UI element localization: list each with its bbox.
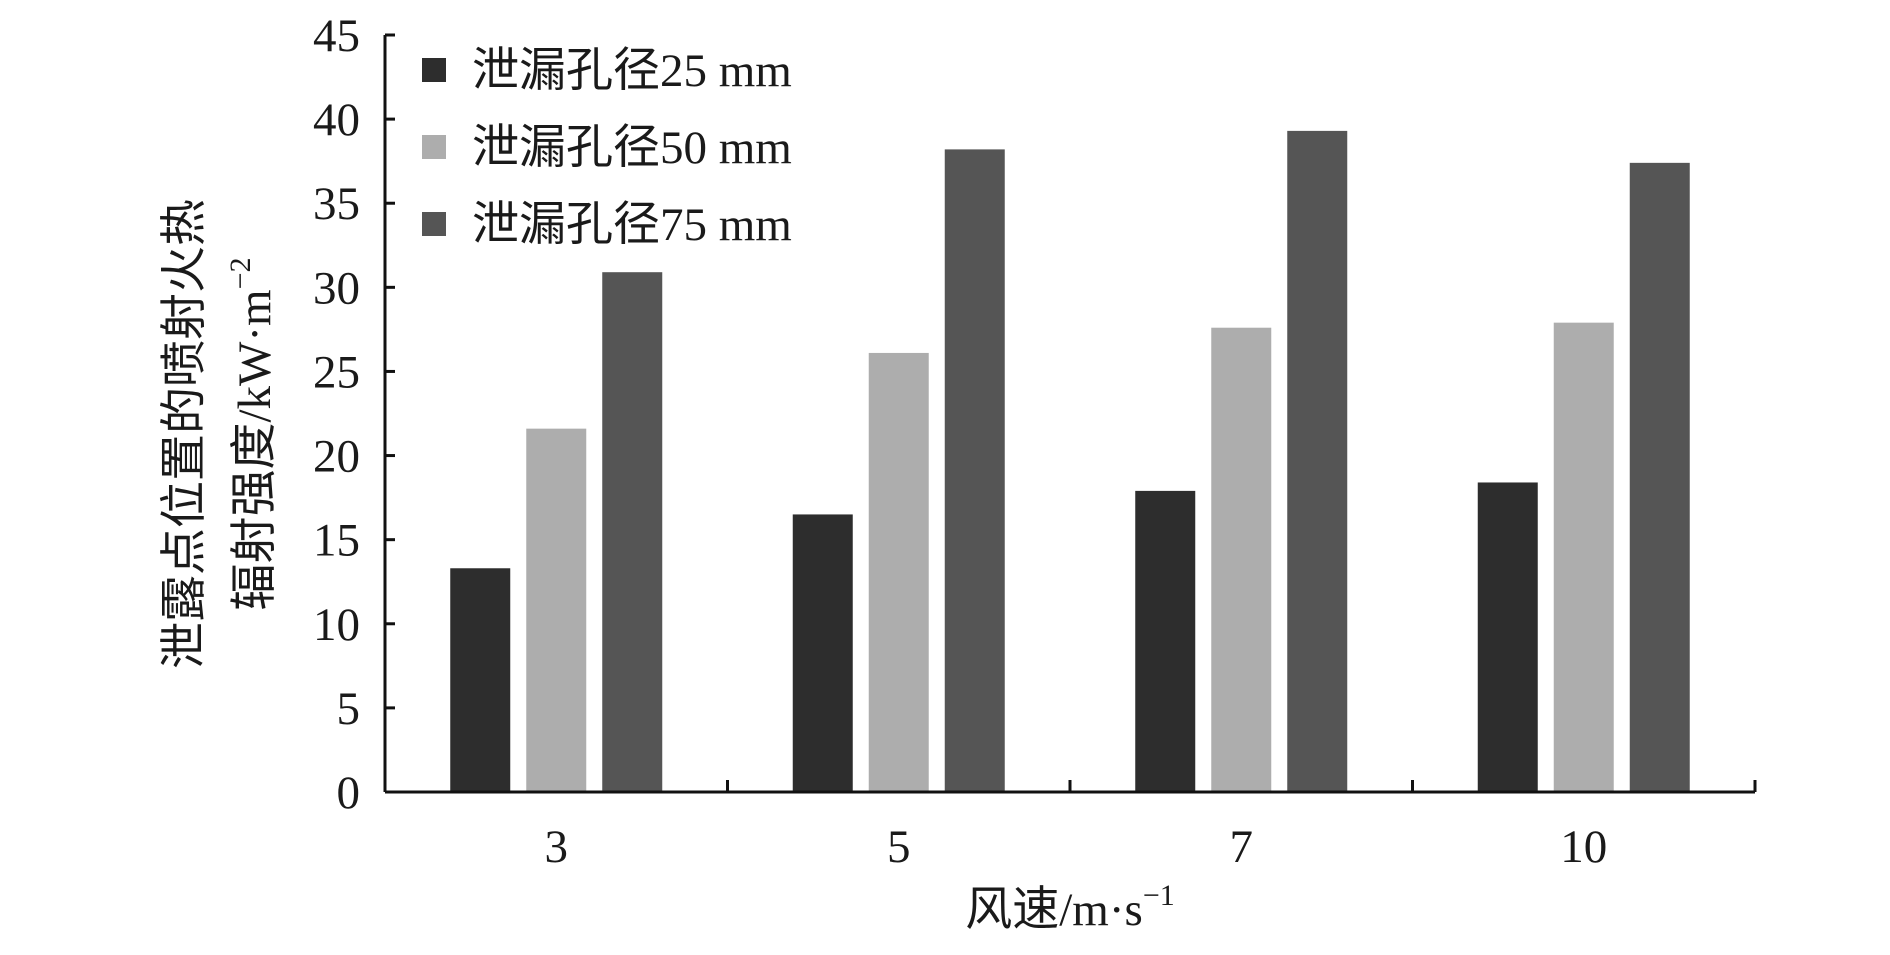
y-tick-label: 10 (313, 599, 360, 651)
bars-layer (450, 130, 1690, 793)
legend-label: 泄漏孔径50 mm (472, 122, 792, 174)
y-tick-label: 45 (313, 10, 360, 62)
bar (1477, 482, 1538, 792)
bar (1135, 490, 1196, 792)
bar (1211, 327, 1272, 792)
y-tick-label: 20 (313, 431, 360, 483)
y-axis-title-line2-text: 辐射强度/kW·m (229, 289, 281, 610)
x-tick-label: 7 (1230, 821, 1254, 873)
bar (1553, 322, 1614, 792)
y-tick-label: 35 (313, 178, 360, 230)
bar (792, 514, 853, 792)
bar (450, 568, 511, 792)
bar (526, 428, 587, 792)
y-axis-ticks: 0 5 10 15 20 25 30 35 40 45 (313, 10, 395, 819)
bar (1629, 162, 1690, 793)
legend-label: 泄漏孔径25 mm (472, 45, 792, 97)
y-axis-title: 泄露点位置的喷射火热 (159, 199, 211, 669)
y-tick-label: 25 (313, 346, 360, 398)
x-axis-title-text: 风速/m·s (965, 884, 1143, 936)
x-tick-label: 5 (887, 821, 911, 873)
y-tick-label: 5 (337, 683, 361, 735)
y-axis-title-superscript: −2 (224, 257, 257, 289)
bar (602, 272, 663, 792)
y-tick-label: 30 (313, 262, 360, 314)
bar (1287, 130, 1348, 793)
bar (868, 352, 929, 792)
y-axis-title-line1: 泄露点位置的喷射火热 (159, 199, 211, 669)
legend-swatch (422, 135, 446, 159)
legend: 泄漏孔径25 mm 泄漏孔径50 mm 泄漏孔径75 mm (422, 45, 792, 251)
legend-label: 泄漏孔径75 mm (472, 199, 792, 251)
y-axis-title-second-line: 辐射强度/kW·m−2 (224, 257, 281, 610)
y-axis-title-line2: 辐射强度/kW·m−2 (224, 257, 281, 610)
y-tick-label: 0 (337, 767, 361, 819)
x-axis-title-superscript: −1 (1143, 879, 1175, 912)
x-axis-ticks: 3 5 7 10 (545, 780, 1757, 873)
x-tick-label: 10 (1560, 821, 1607, 873)
x-tick-label: 3 (545, 821, 569, 873)
bar (944, 149, 1005, 792)
y-tick-label: 15 (313, 515, 360, 567)
legend-swatch (422, 212, 446, 236)
x-axis-title: 风速/m·s−1 (965, 879, 1174, 936)
legend-swatch (422, 58, 446, 82)
y-tick-label: 40 (313, 94, 360, 146)
